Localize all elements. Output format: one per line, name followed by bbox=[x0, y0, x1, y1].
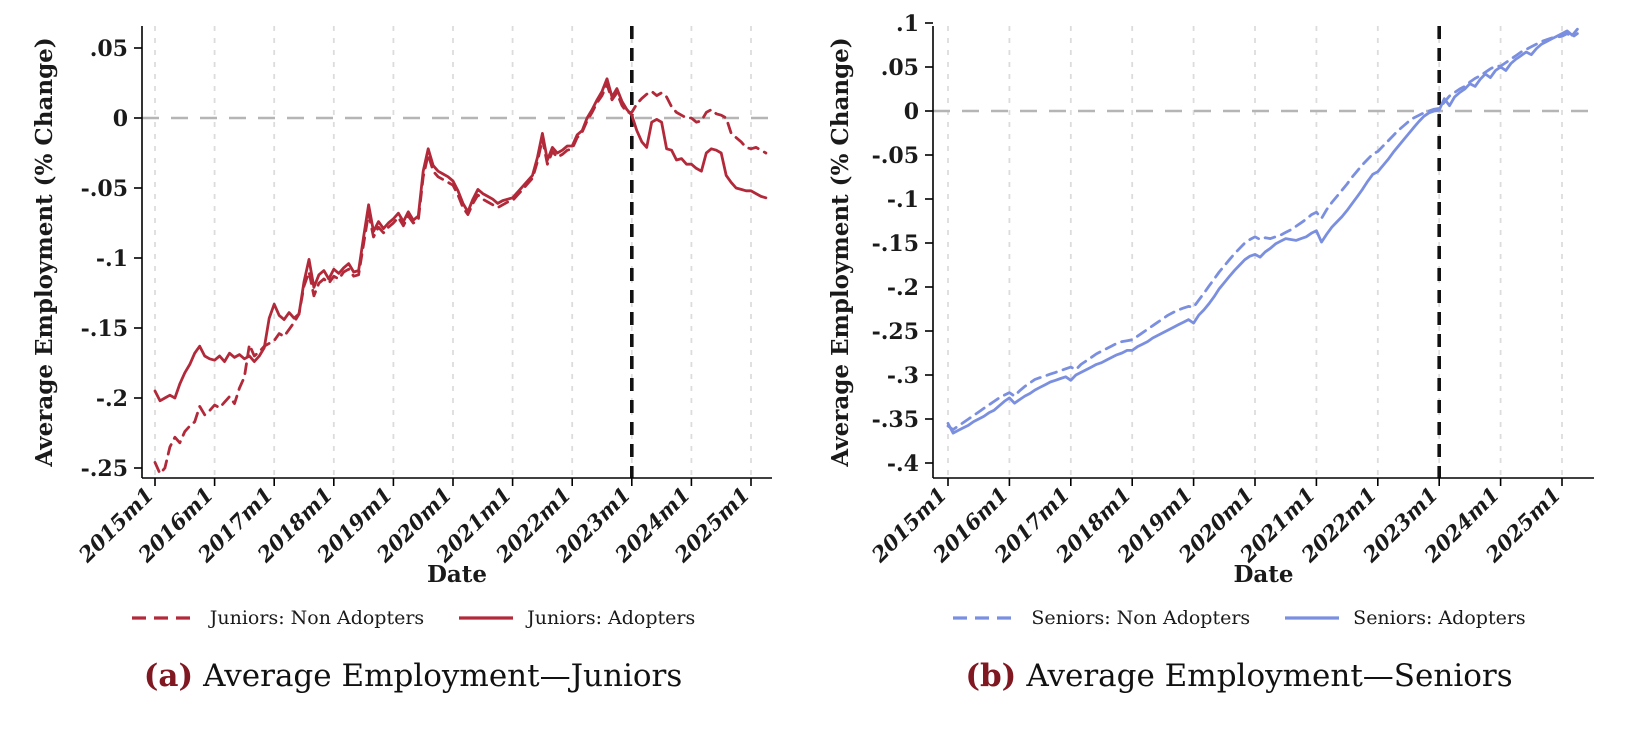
svg-text:-.15: -.15 bbox=[81, 316, 128, 342]
solid-line-swatch bbox=[459, 616, 514, 620]
svg-text:-.1: -.1 bbox=[96, 246, 128, 272]
svg-text:-.25: -.25 bbox=[872, 319, 919, 345]
svg-text:0: 0 bbox=[904, 99, 919, 125]
svg-text:-.4: -.4 bbox=[887, 451, 919, 477]
caption-a: (a) Average Employment—Juniors bbox=[144, 658, 683, 694]
legend-item-seniors-adopters: Seniors: Adopters bbox=[1284, 607, 1526, 629]
legend-seniors: Seniors: Non Adopters Seniors: Adopters bbox=[952, 600, 1526, 636]
svg-text:Date: Date bbox=[1233, 561, 1293, 588]
dashed-line-swatch bbox=[131, 616, 196, 620]
legend-juniors: Juniors: Non Adopters Juniors: Adopters bbox=[131, 600, 695, 636]
legend-label: Seniors: Non Adopters bbox=[1031, 607, 1251, 629]
svg-text:-.3: -.3 bbox=[887, 363, 919, 389]
panel-a-juniors: .05 0 -.05 -.1 -.15 -.2 -.25 2015m1 2016m1 2017m1… bbox=[0, 0, 826, 694]
svg-text:.05: .05 bbox=[881, 55, 919, 81]
seniors-line-chart: .1.05 0 -.05 -.1 -.15 -.2 -.25 -.3 -.35 -.4 2015m1… bbox=[826, 0, 1652, 598]
svg-text:0: 0 bbox=[113, 106, 128, 132]
svg-text:Average Employment (% Change): Average Employment (% Change) bbox=[31, 37, 58, 467]
legend-label: Juniors: Non Adopters bbox=[209, 607, 425, 629]
dashed-line-swatch bbox=[953, 616, 1018, 620]
caption-b: (b) Average Employment—Seniors bbox=[965, 658, 1512, 694]
caption-b-text: Average Employment—Seniors bbox=[1026, 658, 1513, 694]
svg-text:-.2: -.2 bbox=[887, 275, 919, 301]
svg-text:.1: .1 bbox=[896, 11, 919, 37]
svg-text:Date: Date bbox=[427, 561, 487, 588]
legend-label: Seniors: Adopters bbox=[1353, 607, 1526, 629]
solid-line-swatch bbox=[1285, 616, 1340, 620]
legend-item-juniors-adopters: Juniors: Adopters bbox=[458, 607, 695, 629]
panel-b-seniors: .1.05 0 -.05 -.1 -.15 -.2 -.25 -.3 -.35 -.4 2015m1… bbox=[826, 0, 1652, 694]
svg-text:.05: .05 bbox=[90, 36, 128, 62]
legend-item-seniors-non-adopters: Seniors: Non Adopters bbox=[952, 607, 1250, 629]
svg-text:-.05: -.05 bbox=[872, 143, 919, 169]
svg-text:-.15: -.15 bbox=[872, 231, 919, 257]
svg-text:Average Employment (% Change): Average Employment (% Change) bbox=[827, 37, 854, 467]
legend-label: Juniors: Adopters bbox=[527, 607, 696, 629]
figure-row: .05 0 -.05 -.1 -.15 -.2 -.25 2015m1 2016m1 2017m1… bbox=[0, 0, 1652, 694]
svg-text:-.2: -.2 bbox=[96, 386, 128, 412]
svg-text:-.25: -.25 bbox=[81, 456, 128, 482]
caption-a-text: Average Employment—Juniors bbox=[203, 658, 683, 694]
juniors-line-chart: .05 0 -.05 -.1 -.15 -.2 -.25 2015m1 2016m1 2017m1… bbox=[0, 0, 826, 598]
caption-a-label: (a) bbox=[143, 658, 194, 694]
svg-text:-.05: -.05 bbox=[81, 176, 128, 202]
legend-item-juniors-non-adopters: Juniors: Non Adopters bbox=[131, 607, 424, 629]
svg-text:-.35: -.35 bbox=[872, 407, 919, 433]
svg-text:-.1: -.1 bbox=[887, 187, 919, 213]
caption-b-label: (b) bbox=[965, 658, 1017, 694]
